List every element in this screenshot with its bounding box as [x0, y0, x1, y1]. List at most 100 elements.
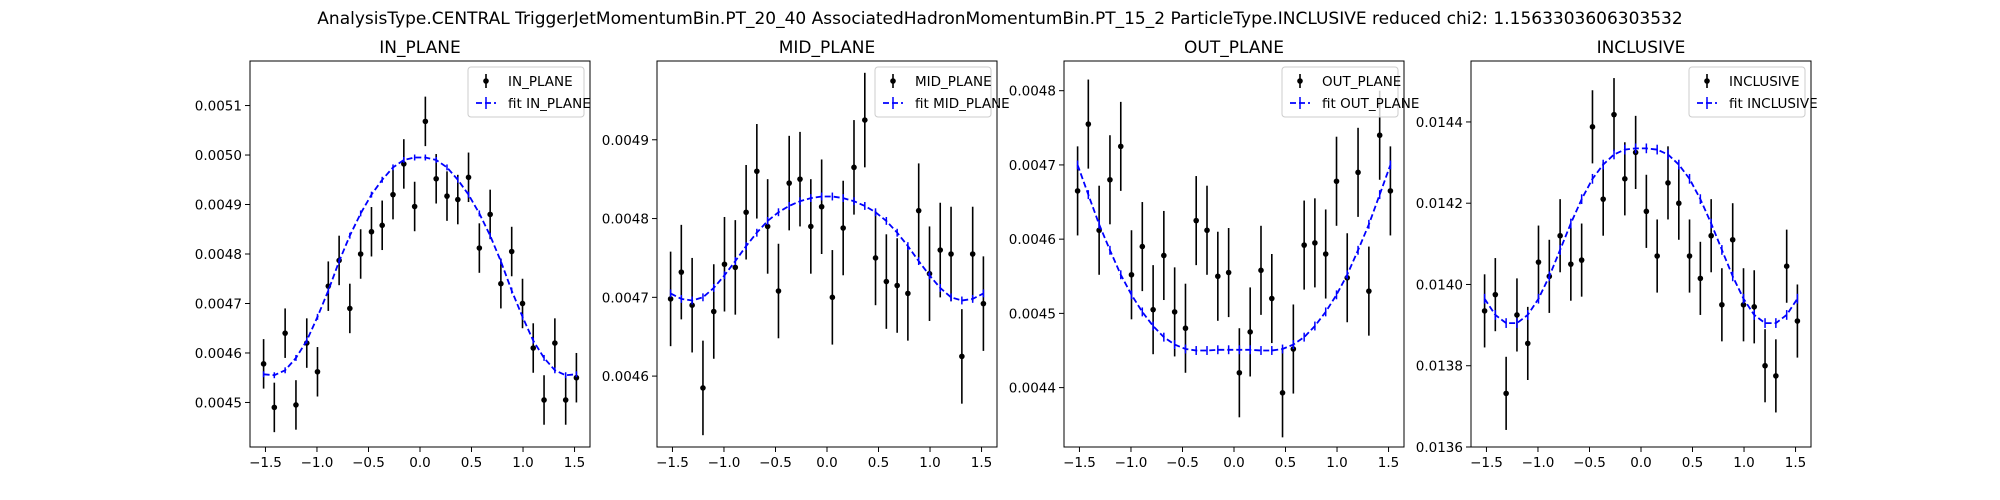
chart-title: IN_PLANE [379, 38, 460, 58]
legend-entry-data: MID_PLANE [915, 74, 992, 90]
data-point [401, 161, 407, 167]
data-point [764, 223, 771, 230]
data-point [1107, 176, 1113, 183]
data-point [552, 340, 558, 346]
data-point [732, 264, 739, 271]
x-tick-label: −0.5 [759, 455, 792, 471]
y-tick-label: 0.0045 [1009, 306, 1056, 322]
data-point [573, 374, 580, 381]
data-point [1117, 143, 1124, 150]
data-point [1215, 273, 1221, 280]
data-point [948, 251, 954, 257]
x-tick-label: −1.5 [1063, 455, 1096, 471]
y-tick-label: 0.0046 [1009, 232, 1056, 248]
data-point [786, 180, 792, 186]
data-point [829, 294, 836, 301]
y-tick-label: 0.0048 [195, 247, 242, 263]
data-point [1503, 390, 1509, 397]
data-point [1074, 188, 1081, 194]
legend-box [467, 66, 585, 118]
legend-entry-data: INCLUSIVE [1729, 74, 1800, 90]
data-point [260, 361, 267, 367]
data-point [1676, 200, 1682, 207]
x-tick-label: −0.5 [1573, 455, 1606, 471]
data-point [465, 174, 472, 181]
x-tick-label: 0.0 [1630, 455, 1651, 471]
data-point [1740, 301, 1747, 308]
chart-mid-plane: MID_PLANE −1.5 −1.0 −0.5 0.0 0.5 1.0 1.5 0.0046 0… [602, 38, 1010, 471]
data-point [1085, 121, 1092, 127]
x-tick-label: −1.0 [1115, 455, 1148, 471]
data-point [433, 175, 439, 182]
data-point [1535, 259, 1542, 265]
data-point [379, 222, 385, 229]
data-point [357, 251, 364, 257]
legend-box [1688, 66, 1806, 118]
data-point [1611, 111, 1617, 118]
data-point [390, 191, 396, 198]
x-tick-label: 1.5 [564, 455, 585, 471]
data-point [743, 209, 749, 216]
data-point [1247, 329, 1253, 335]
x-tick-label: 1.5 [1785, 455, 1806, 471]
data-point [1269, 295, 1275, 302]
data-point [1171, 309, 1178, 315]
x-tick-label: −1.0 [301, 455, 334, 471]
data-point [476, 245, 483, 251]
data-point [937, 247, 944, 253]
legend-entry-fit: fit OUT_PLANE [1322, 96, 1419, 112]
data-point [1355, 169, 1361, 176]
x-tick-label: 0.5 [1275, 455, 1296, 471]
data-point [455, 196, 461, 203]
legend-entry-data: IN_PLANE [508, 74, 573, 90]
legend-box [874, 66, 992, 118]
y-tick-label: 0.0046 [195, 346, 242, 362]
data-point [519, 300, 526, 307]
legend-data-handle-point [483, 78, 489, 84]
data-point [1643, 208, 1650, 215]
data-point [271, 404, 278, 411]
data-point [368, 228, 375, 235]
data-point [1258, 267, 1264, 274]
data-point [1578, 257, 1585, 263]
data-point [1139, 243, 1146, 250]
fit-line [1483, 147, 1799, 325]
data-point [411, 203, 418, 210]
data-point [1128, 271, 1135, 278]
y-tick-label: 0.0049 [195, 198, 242, 214]
y-tick-label: 0.0046 [602, 369, 649, 385]
data-point [775, 288, 782, 294]
legend-entry-fit: fit INCLUSIVE [1729, 96, 1818, 112]
x-tick-label: −1.5 [249, 455, 282, 471]
data-point [862, 117, 868, 123]
data-point [1654, 253, 1660, 259]
y-tick-label: 0.0047 [602, 290, 649, 306]
data-point [1366, 288, 1372, 294]
data-point [1729, 236, 1736, 243]
data-point [1762, 362, 1768, 369]
data-point [1279, 390, 1286, 396]
data-point [883, 278, 890, 285]
data-point [959, 353, 965, 360]
x-tick-label: −1.5 [656, 455, 689, 471]
data-point [1481, 308, 1488, 314]
y-tick-label: 0.0136 [1416, 440, 1463, 456]
data-point [872, 255, 879, 261]
legend-data-handle-point [890, 78, 896, 84]
data-point [1193, 217, 1199, 224]
y-tick-label: 0.0045 [195, 395, 242, 411]
data-point [1322, 251, 1329, 257]
y-tick-label: 0.0144 [1416, 115, 1463, 131]
data-point [1751, 304, 1758, 310]
data-point [808, 223, 814, 230]
data-point [1161, 252, 1167, 259]
figure-title: AnalysisType.CENTRAL TriggerJetMomentumB… [317, 9, 1682, 29]
x-tick-label: 1.0 [1733, 455, 1754, 471]
y-tick-label: 0.0047 [195, 296, 242, 312]
data-point [915, 207, 922, 214]
data-point [678, 269, 685, 275]
data-point [1557, 232, 1563, 239]
data-point [1150, 306, 1156, 313]
